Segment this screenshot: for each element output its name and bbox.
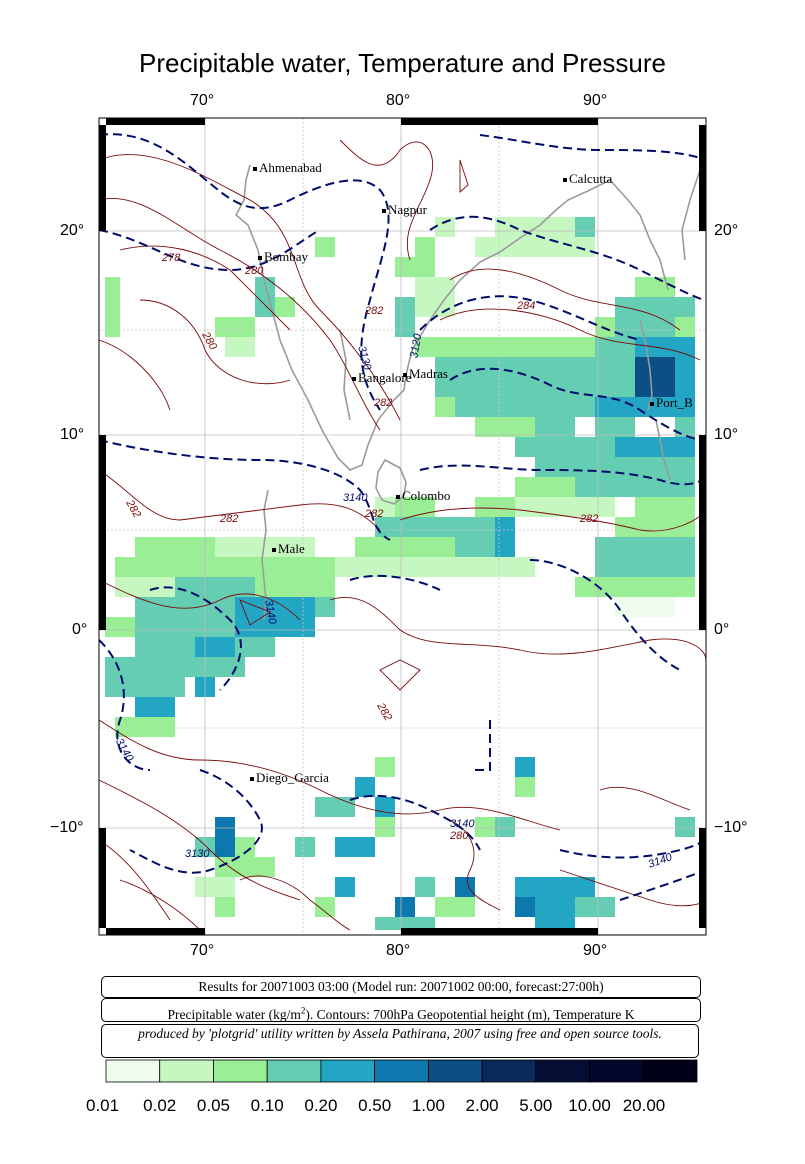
frame-ticks <box>99 118 706 935</box>
city-name: Colombo <box>402 488 451 503</box>
lat-label-right-minus10: −10° <box>714 819 748 836</box>
lon-label-bottom-80: 80° <box>386 942 411 959</box>
colorbar-swatch <box>374 1059 429 1083</box>
city-marker-icon <box>563 178 567 183</box>
city-name: Port_B <box>656 395 693 410</box>
city-bombay: Bombay <box>258 249 308 265</box>
results-info-box: Results for 20071003 03:00 (Model run: 2… <box>101 976 701 998</box>
city-calcutta: Calcutta <box>563 171 612 187</box>
city-name: Male <box>278 541 305 556</box>
lat-label-right-20: 20° <box>714 222 739 239</box>
city-name: Calcutta <box>569 171 613 186</box>
colorbar-swatch <box>159 1059 214 1083</box>
city-marker-icon <box>403 373 407 378</box>
colorbar-swatch <box>427 1059 483 1083</box>
lat-label-left-minus10: −10° <box>50 819 84 836</box>
city-name: Bombay <box>264 249 309 264</box>
city-ahmenabad: Ahmenabad <box>253 160 322 176</box>
contour-label: 284 <box>517 300 536 312</box>
contour-label: 3130 <box>185 848 210 860</box>
colorbar-label: 20.00 <box>622 1096 666 1115</box>
colorbar-swatch <box>213 1059 268 1083</box>
contour-label: 282 <box>580 513 599 525</box>
contour-label: 3140 <box>450 818 475 830</box>
contour-label: 278 <box>162 252 181 264</box>
coastline <box>234 164 701 621</box>
colorbar-label: 0.05 <box>196 1096 230 1115</box>
city-bangalore: Bangalore <box>352 370 411 386</box>
results-text: Results for 20071003 03:00 (Model run: 2… <box>198 979 604 994</box>
city-marker-icon <box>650 402 654 407</box>
city-marker-icon <box>253 167 257 172</box>
contour-label: 280 <box>450 830 469 842</box>
colorbar-label: 0.01 <box>86 1096 120 1115</box>
lon-label-top-90: 90° <box>583 92 608 109</box>
colorbar-label: 2.00 <box>465 1096 499 1115</box>
city-male: Male <box>272 541 305 557</box>
city-colombo: Colombo <box>396 488 450 504</box>
lat-label-right-0: 0° <box>714 621 730 638</box>
colorbar-label: 0.02 <box>143 1096 177 1115</box>
contour-label: 3140 <box>343 492 368 504</box>
lat-label-left-20: 20° <box>60 222 85 239</box>
city-name: Ahmenabad <box>259 160 322 175</box>
contour-label: 282 <box>365 508 384 520</box>
colorbar-label: 10.00 <box>568 1096 611 1115</box>
colorbar-swatch <box>481 1059 537 1083</box>
lat-label-right-10: 10° <box>714 426 739 443</box>
city-marker-icon <box>382 209 386 214</box>
city-name: Diego_Garcia <box>256 770 329 785</box>
colorbar-swatch <box>535 1059 590 1083</box>
lon-label-bottom-70: 70° <box>190 942 215 959</box>
colorbar-label: 5.00 <box>519 1096 553 1115</box>
colorbar-label: 0.20 <box>304 1096 338 1115</box>
contour-label: 282 <box>365 305 384 317</box>
city-diego-garcia: Diego_Garcia <box>250 770 329 786</box>
contour-label: 282 <box>374 397 393 409</box>
colorbar-label: 0.10 <box>250 1096 284 1115</box>
colorbar-swatch <box>642 1059 698 1083</box>
city-marker-icon <box>352 377 356 382</box>
colorbar-swatch <box>266 1059 322 1083</box>
colorbar-label: 0.50 <box>358 1096 392 1115</box>
contour-label: 280 <box>245 265 264 277</box>
temperature-contours <box>98 139 707 931</box>
lat-label-left-10: 10° <box>60 426 85 443</box>
city-marker-icon <box>258 256 262 261</box>
colorbar-swatch <box>105 1059 161 1083</box>
colorbar-swatch <box>320 1059 376 1083</box>
colorbar-swatch <box>589 1059 644 1083</box>
city-marker-icon <box>272 548 276 553</box>
lon-label-bottom-90: 90° <box>583 942 608 959</box>
city-marker-icon <box>396 495 400 500</box>
contour-label: 282 <box>220 513 239 525</box>
city-name: Madras <box>409 366 448 381</box>
description-info-box: Precipitable water (kg/m2). Contours: 70… <box>101 998 701 1022</box>
description-text: Precipitable water (kg/m2). Contours: 70… <box>167 1005 635 1022</box>
city-marker-icon <box>250 777 254 782</box>
graticule <box>99 118 706 935</box>
city-name: Bangalore <box>358 370 412 385</box>
credit-text: produced by 'plotgrid' utility written b… <box>138 1026 662 1041</box>
lon-label-top-80: 80° <box>386 92 411 109</box>
city-madras: Madras <box>403 366 448 382</box>
city-name: Nagpur <box>388 202 427 217</box>
city-port-blair: Port_B <box>650 395 699 411</box>
colorbar-label: 1.00 <box>411 1096 445 1115</box>
lon-label-top-70: 70° <box>190 92 215 109</box>
lat-label-left-0: 0° <box>72 621 88 638</box>
credit-info-box: produced by 'plotgrid' utility written b… <box>101 1024 699 1058</box>
colorbar <box>105 1059 698 1083</box>
map-title: Precipitable water, Temperature and Pres… <box>138 48 667 78</box>
precip-cells <box>105 217 695 930</box>
city-nagpur: Nagpur <box>382 202 427 218</box>
